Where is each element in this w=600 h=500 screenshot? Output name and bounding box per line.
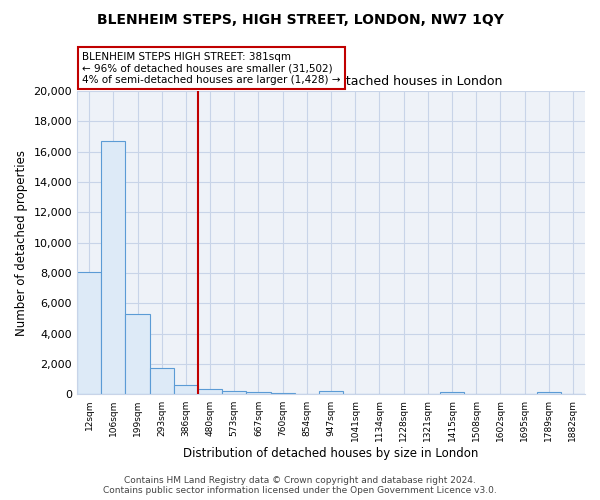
Text: BLENHEIM STEPS HIGH STREET: 381sqm
← 96% of detached houses are smaller (31,502): BLENHEIM STEPS HIGH STREET: 381sqm ← 96%… [82, 52, 341, 85]
Bar [174, 384, 198, 394]
Bar [440, 392, 464, 394]
Bar [247, 392, 271, 394]
Y-axis label: Number of detached properties: Number of detached properties [15, 150, 28, 336]
Bar [101, 141, 125, 395]
Bar [198, 389, 222, 394]
Title: Size of property relative to detached houses in London: Size of property relative to detached ho… [160, 76, 503, 88]
Bar [271, 393, 295, 394]
Text: BLENHEIM STEPS, HIGH STREET, LONDON, NW7 1QY: BLENHEIM STEPS, HIGH STREET, LONDON, NW7… [97, 12, 503, 26]
X-axis label: Distribution of detached houses by size in London: Distribution of detached houses by size … [184, 447, 479, 460]
Bar [319, 390, 343, 394]
Bar [536, 392, 561, 394]
Bar [222, 392, 247, 394]
Bar [125, 314, 149, 394]
Text: Contains HM Land Registry data © Crown copyright and database right 2024.
Contai: Contains HM Land Registry data © Crown c… [103, 476, 497, 495]
Bar [77, 272, 101, 394]
Bar [149, 368, 174, 394]
